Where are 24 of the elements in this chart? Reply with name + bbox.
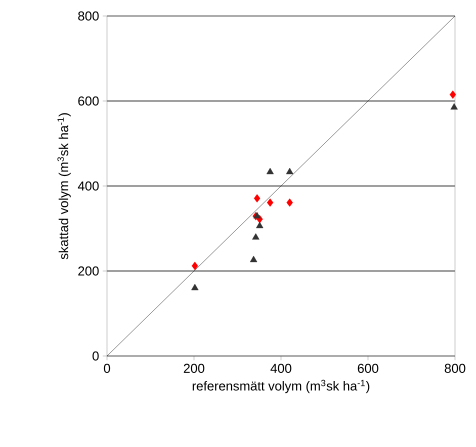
point: [286, 198, 293, 207]
point: [250, 256, 258, 262]
x-tick-label: 600: [358, 364, 378, 373]
point: [191, 284, 199, 290]
point: [192, 262, 198, 270]
y-axis-title: skattad volym (m$^{3}$sk ha$^{-1}$): [57, 113, 71, 260]
point: [266, 198, 274, 207]
y-tick-label: 0: [92, 351, 99, 361]
x-tick-label: 800: [444, 364, 466, 373]
point: [256, 222, 264, 228]
point: [252, 233, 260, 240]
y-tick-label: 600: [78, 96, 99, 106]
y-tick-label: 800: [78, 11, 99, 21]
point: [266, 168, 274, 174]
y-tick-label: 200: [78, 266, 99, 276]
x-tick-label: 400: [270, 364, 292, 373]
x-tick-label: 0: [104, 364, 110, 373]
point: [450, 103, 458, 110]
y-tick-label: 400: [78, 181, 99, 191]
x-axis-title: referensmätt volym (m$^{3}$sk ha$^{-1}$): [192, 380, 370, 394]
point: [254, 194, 260, 203]
point: [286, 168, 294, 174]
point: [450, 90, 456, 99]
x-tick-label: 200: [184, 364, 204, 373]
